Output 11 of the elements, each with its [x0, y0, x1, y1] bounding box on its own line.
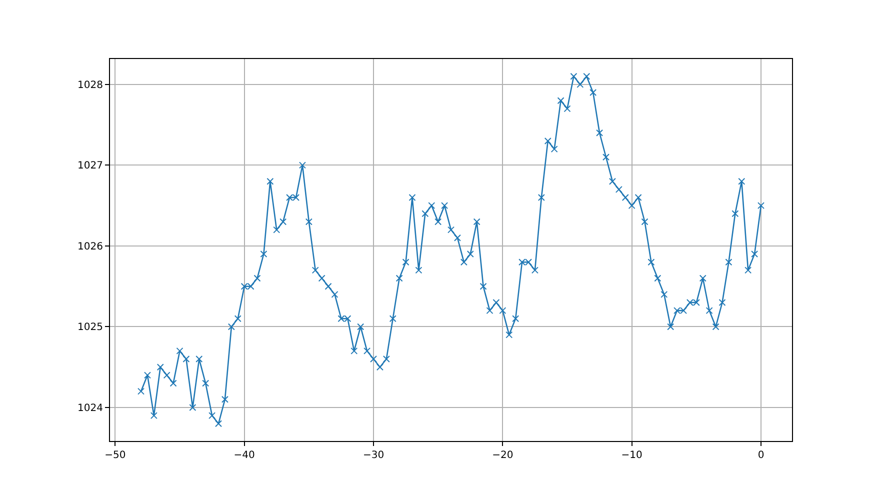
x-tick-label: 0	[758, 450, 764, 461]
y-tick-label: 1026	[78, 241, 103, 252]
x-tick-label: −10	[621, 450, 642, 461]
x-tick-label: −40	[234, 450, 255, 461]
y-tick-label: 1024	[78, 402, 103, 414]
x-tick-label: −30	[362, 450, 384, 461]
x-tick-label: −50	[104, 450, 126, 461]
x-tick-label: −20	[492, 450, 514, 461]
y-tick-label: 1028	[78, 80, 103, 91]
y-tick-label: 1025	[78, 322, 103, 334]
y-tick-label: 1027	[78, 160, 103, 172]
